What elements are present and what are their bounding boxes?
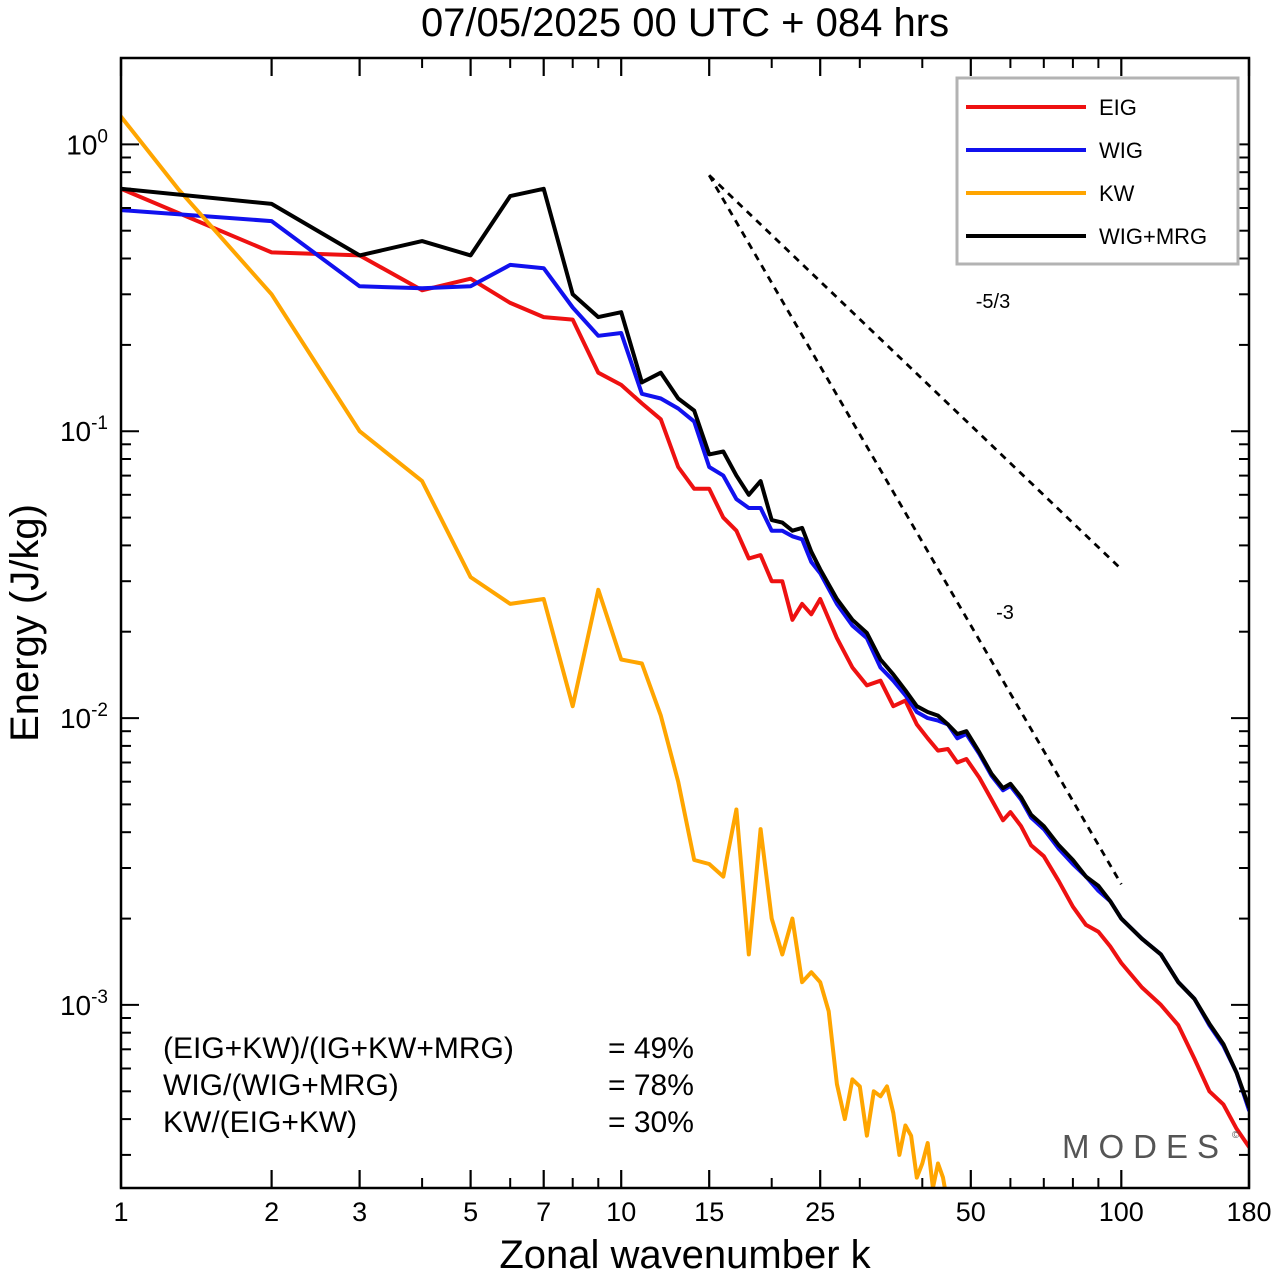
x-tick-label: 100	[1099, 1197, 1144, 1227]
stat-label: KW/(EIG+KW)	[163, 1106, 357, 1139]
reference-slope-label-1: -5/3	[976, 291, 1010, 313]
x-tick-label: 3	[352, 1197, 367, 1227]
x-tick-label: 50	[956, 1197, 986, 1227]
series-line-wig	[121, 208, 1249, 1113]
x-tick-label: 7	[536, 1197, 551, 1227]
x-tick-label: 10	[606, 1197, 636, 1227]
x-tick-label: 5	[463, 1197, 478, 1227]
ratio-stats: (EIG+KW)/(IG+KW+MRG) = 49% WIG/(WIG+MRG) = …	[163, 1032, 694, 1139]
legend-items: EIG WIG KW WIG+MRG	[966, 95, 1207, 249]
x-tick-label: 1	[113, 1197, 128, 1227]
x-tick-label: 180	[1226, 1197, 1271, 1227]
legend-label: WIG+MRG	[1099, 224, 1207, 249]
stat-value: = 30%	[608, 1106, 694, 1139]
series-line-eig	[121, 186, 1249, 1149]
series-line-kw	[121, 114, 947, 1188]
reference-slope-line-2	[707, 174, 1123, 886]
series-layer	[121, 114, 1249, 1188]
y-tick-label: 10-1	[60, 413, 108, 447]
legend-label: WIG	[1099, 138, 1143, 163]
x-tick-label: 15	[694, 1197, 724, 1227]
plot-frame	[119, 56, 1251, 1190]
x-tick-label: 25	[805, 1197, 835, 1227]
stat-label: WIG/(WIG+MRG)	[163, 1069, 399, 1102]
series-line-wig-mrg	[121, 186, 1249, 1110]
y-tick-label: 10-2	[60, 700, 108, 734]
legend: EIG WIG KW WIG+MRG	[955, 76, 1240, 266]
watermark: MODES ©	[1062, 1128, 1240, 1165]
stat-label: (EIG+KW)/(IG+KW+MRG)	[163, 1032, 514, 1065]
x-axis-label: Zonal wavenumber k	[499, 1233, 871, 1277]
stat-value: = 78%	[608, 1069, 694, 1102]
x-tick-label: 2	[264, 1197, 279, 1227]
watermark-text: MODES	[1062, 1128, 1228, 1165]
chart-title: 07/05/2025 00 UTC + 084 hrs	[421, 1, 949, 45]
legend-label: EIG	[1099, 95, 1137, 120]
stat-value: = 49%	[608, 1032, 694, 1065]
watermark-copyright-mark: ©	[1232, 1130, 1240, 1141]
y-tick-label: 100	[66, 126, 108, 160]
x-axis-ticks: 1 2 3 5 7 10 15 25 50 100 180	[113, 58, 1272, 1227]
y-axis-label: Energy (J/kg)	[3, 504, 47, 742]
reference-slope-label-2: -3	[996, 602, 1014, 624]
reference-slopes: -5/3 -3	[707, 174, 1123, 886]
reference-slope-line-1	[708, 174, 1123, 571]
legend-label: KW	[1099, 181, 1135, 206]
y-axis-ticks: 100 10-1 10-2 10-3	[60, 57, 1249, 1156]
y-tick-label: 10-3	[60, 987, 108, 1021]
